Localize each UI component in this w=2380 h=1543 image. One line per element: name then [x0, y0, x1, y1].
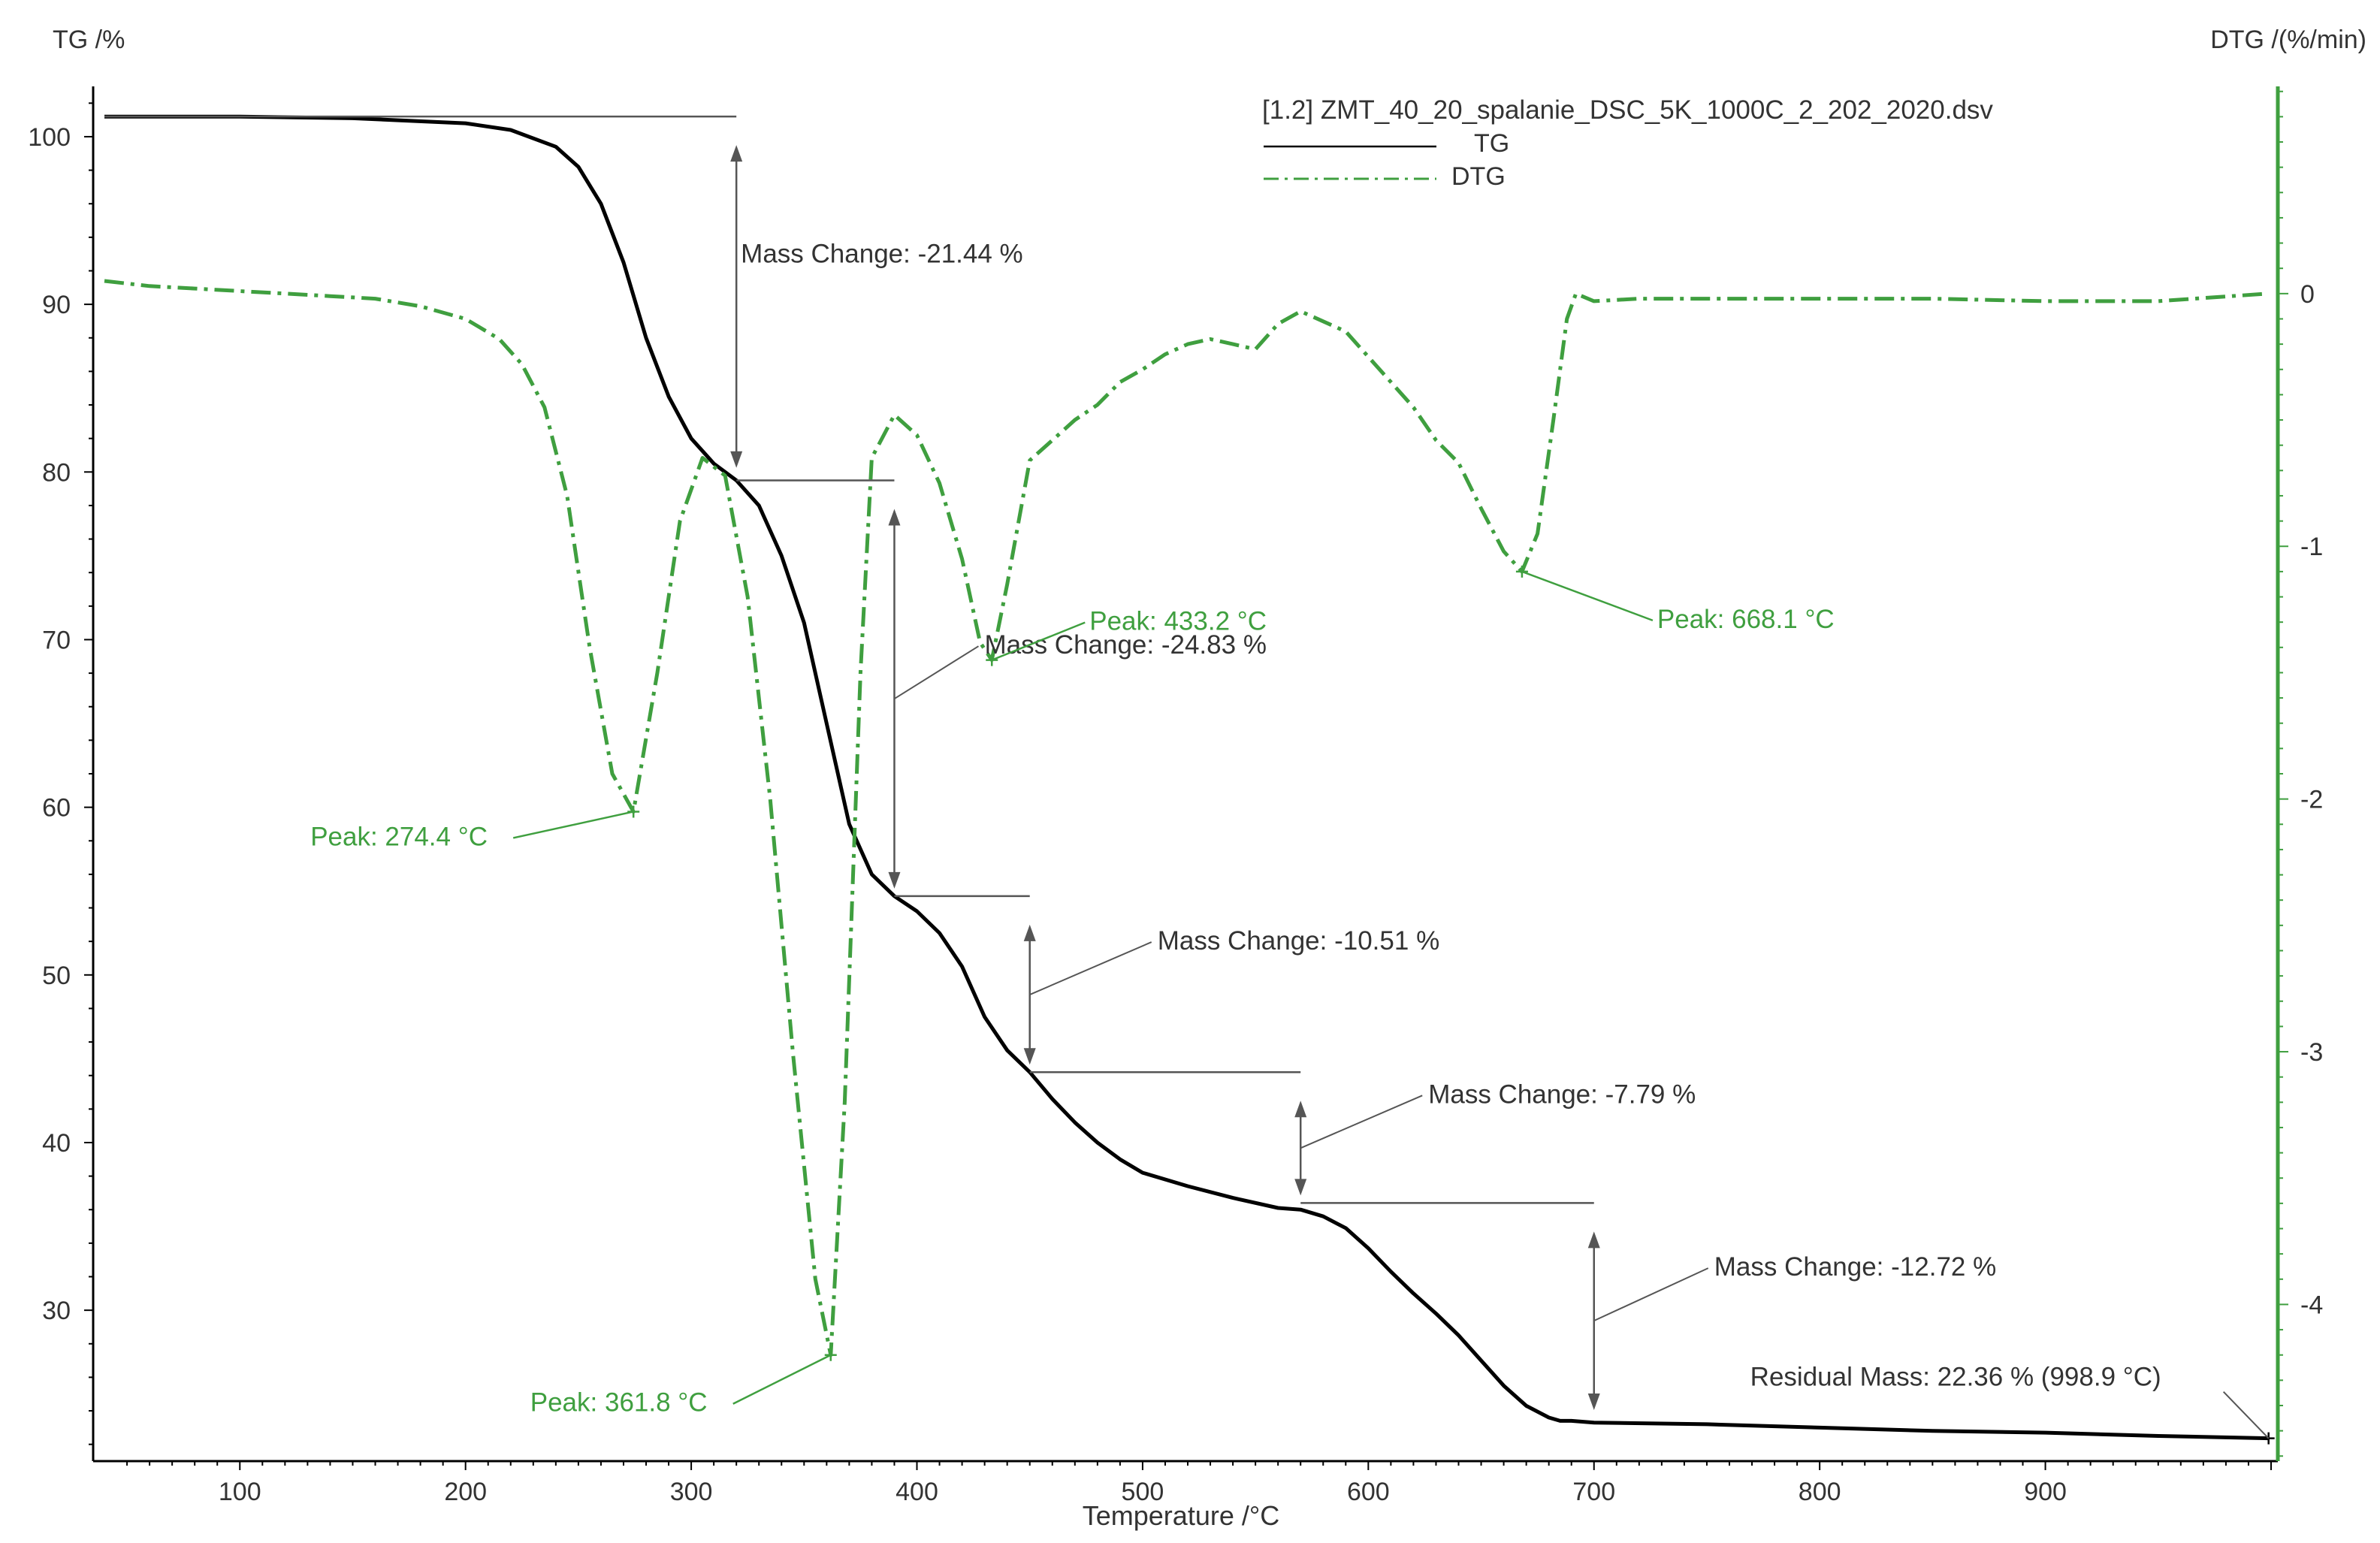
legend-tg-label: TG: [1474, 129, 1509, 158]
y-axis-left: 30 40 50 60 70 80 90 100: [28, 102, 93, 1445]
x-axis-title: Temperature /°C: [1083, 1500, 1280, 1531]
tg-series-line: [104, 114, 2269, 1441]
y-right-tick-label: 0: [2300, 280, 2315, 309]
mass-change-label: Mass Change: -21.44 %: [741, 239, 1022, 268]
x-tick-label: 800: [1799, 1478, 1841, 1506]
peak-label: Peak: 361.8 °C: [530, 1388, 708, 1418]
x-tick-label: 400: [896, 1478, 938, 1506]
y-right-tick-label: -3: [2300, 1038, 2323, 1067]
peak-label: Peak: 433.2 °C: [1089, 607, 1267, 636]
y-axis-right-title: DTG /(%/min): [2210, 26, 2366, 54]
mass-change-arrowhead-up: [1294, 1101, 1307, 1118]
mass-change-label: Mass Change: -24.83 %: [984, 630, 1266, 660]
legend-file-name: [1.2] ZMT_40_20_spalanie_DSC_5K_1000C_2_…: [1262, 95, 1993, 125]
y-right-tick-label: -4: [2300, 1291, 2323, 1319]
peak-leader-line: [991, 621, 1086, 661]
peak-marker: [824, 1348, 837, 1361]
mass-change-leader-line: [1029, 941, 1152, 995]
mass-change-arrowhead-up: [1587, 1231, 1600, 1249]
y-left-tick-label: 100: [28, 123, 71, 152]
mass-change-arrowhead-up: [1023, 924, 1036, 941]
y-left-tick-label: 30: [42, 1297, 71, 1325]
x-tick-label: 300: [670, 1478, 713, 1506]
mass-change-arrowhead-up: [730, 145, 743, 162]
y-axis-left-title: TG /%: [53, 26, 125, 54]
peak-label: Peak: 668.1 °C: [1657, 605, 1835, 634]
y-left-tick-label: 70: [42, 626, 71, 654]
legend-dtg-label: DTG: [1451, 162, 1506, 191]
mass-change-label: Mass Change: -12.72 %: [1714, 1252, 1996, 1282]
peak-label: Peak: 274.4 °C: [310, 822, 488, 851]
residual-leader-line: [2222, 1391, 2270, 1439]
x-axis: 100 200 300 400 500 600 700 800 900: [126, 1461, 2272, 1506]
y-left-tick-label: 90: [42, 291, 71, 319]
x-tick-label: 600: [1347, 1478, 1390, 1506]
y-axis-right: -4 -3 -2 -1 0: [2278, 90, 2323, 1457]
peak-leader-line: [1521, 570, 1654, 622]
mass-change-leader-line: [1300, 1095, 1423, 1149]
legend: [1.2] ZMT_40_20_spalanie_DSC_5K_1000C_2_…: [1262, 95, 1993, 191]
peak-leader-line: [512, 811, 634, 839]
y-left-tick-label: 80: [42, 458, 71, 487]
mass-change-arrowhead-down: [730, 451, 743, 468]
mass-change-arrowhead-down: [1023, 1048, 1036, 1065]
series-layer: [104, 114, 2269, 1441]
y-right-tick-label: -2: [2300, 786, 2323, 814]
mass-change-label: Mass Change: -7.79 %: [1428, 1079, 1696, 1109]
residual-label: Residual Mass: 22.36 % (998.9 °C): [1750, 1363, 2161, 1392]
mass-change-arrowhead-down: [888, 871, 901, 889]
x-tick-label: 100: [219, 1478, 261, 1506]
y-left-tick-label: 60: [42, 794, 71, 823]
mass-change-arrowhead-down: [1294, 1179, 1307, 1196]
mass-change-leader-line: [1593, 1267, 1709, 1322]
mass-change-label: Mass Change: -10.51 %: [1158, 926, 1439, 956]
x-tick-label: 500: [1122, 1478, 1164, 1506]
y-right-tick-label: -1: [2300, 533, 2323, 561]
y-left-tick-label: 40: [42, 1129, 71, 1158]
x-tick-label: 900: [2024, 1478, 2067, 1506]
peak-leader-line: [732, 1354, 832, 1405]
mass-change-leader-line: [893, 645, 979, 700]
mass-change-arrowhead-up: [888, 509, 901, 526]
y-left-tick-label: 50: [42, 962, 71, 990]
annotation-layer: Mass Change: -21.44 % Mass Change: -24.83…: [104, 115, 2275, 1445]
dtg-series-line: [104, 279, 2269, 1357]
x-tick-label: 700: [1572, 1478, 1615, 1506]
x-tick-label: 200: [444, 1478, 487, 1506]
mass-change-arrowhead-down: [1587, 1393, 1600, 1410]
